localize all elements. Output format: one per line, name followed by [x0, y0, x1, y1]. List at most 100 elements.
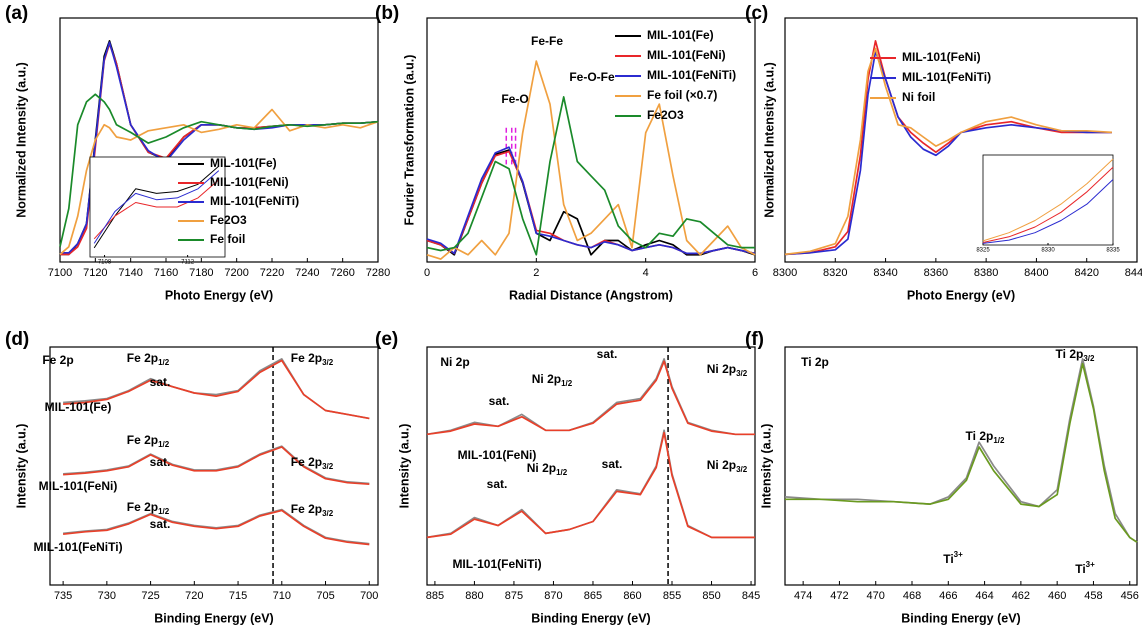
annotation-subscript: 1/2: [556, 468, 568, 477]
annotation-text: Fe 2p: [127, 433, 158, 447]
annotation-subscript: 3/2: [322, 462, 334, 471]
annotation-text: Ni 2p: [527, 461, 556, 475]
annotation-text: sat.: [602, 457, 623, 471]
annotation: MIL-101(FeNi): [39, 479, 118, 493]
x-tick-label: 7160: [154, 267, 178, 279]
annotation-text: Fe 2p: [291, 351, 322, 365]
x-axis-label: Photo Energy (eV): [165, 288, 273, 302]
legend-label: MIL-101(FeNi): [647, 48, 726, 62]
y-axis-label: Intensity (a.u.): [14, 424, 28, 509]
x-tick-label: 865: [584, 590, 602, 602]
x-axis-label: Binding Energy (eV): [531, 611, 650, 625]
x-tick-label: 715: [229, 590, 247, 602]
x-tick-label: 8380: [974, 267, 998, 279]
x-tick-label: 7200: [224, 267, 248, 279]
annotation-text: Ti 2p: [966, 429, 994, 443]
x-tick-label: 735: [54, 590, 72, 602]
y-axis-label: Normalized Intensity (a.u.): [14, 62, 28, 218]
legend-label: MIL-101(FeNi): [902, 50, 981, 64]
x-tick-label: 7220: [260, 267, 284, 279]
annotation-text: sat.: [597, 347, 618, 361]
legend-label: MIL-101(FeNiTi): [647, 68, 736, 82]
annotation-subscript: 1/2: [158, 358, 170, 367]
x-axis-label: Binding Energy (eV): [154, 611, 273, 625]
annotation-text: Fe-O: [501, 92, 528, 106]
legend-label: Fe2O3: [647, 108, 684, 122]
x-tick-label: 0: [424, 267, 430, 279]
annotation-text: MIL-101(FeNiTi): [452, 557, 541, 571]
annotation-text: sat.: [487, 477, 508, 491]
annotation: sat.: [602, 457, 623, 471]
x-tick-label: 705: [316, 590, 334, 602]
y-axis-label: Intensity (a.u.): [759, 424, 773, 509]
annotation-subscript: 1/2: [158, 507, 170, 516]
annotation-text: Ni 2p: [440, 355, 469, 369]
x-tick-label: 466: [939, 590, 957, 602]
annotation-subscript: 1/2: [561, 379, 573, 388]
x-tick-label: 700: [360, 590, 378, 602]
panel-label: (f): [745, 329, 764, 350]
x-tick-label: 4: [643, 267, 649, 279]
legend-label: MIL-101(FeNi): [210, 175, 289, 189]
annotation: MIL-101(Fe): [45, 400, 112, 414]
annotation-text: Ni 2p: [707, 362, 736, 376]
x-tick-label: 464: [975, 590, 993, 602]
x-tick-label: 8420: [1074, 267, 1098, 279]
x-axis-label: Photo Energy (eV): [907, 288, 1015, 302]
x-tick-label: 7180: [189, 267, 213, 279]
annotation-text: Fe 2p: [42, 353, 73, 367]
x-tick-label: 7120: [83, 267, 107, 279]
legend-label: Ni foil: [902, 90, 935, 104]
x-tick-label: 8330: [1041, 248, 1055, 254]
annotation-subscript: 1/2: [993, 436, 1005, 445]
x-tick-label: 720: [185, 590, 203, 602]
legend-label: Fe2O3: [210, 213, 247, 227]
x-tick-label: 8360: [924, 267, 948, 279]
x-tick-label: 870: [544, 590, 562, 602]
x-tick-label: 7260: [330, 267, 354, 279]
x-tick-label: 468: [903, 590, 921, 602]
x-tick-label: 7140: [118, 267, 142, 279]
annotation: MIL-101(FeNi): [458, 448, 537, 462]
annotation: Fe-O-Fe: [569, 70, 615, 84]
annotation: sat.: [597, 347, 618, 361]
x-tick-label: 875: [505, 590, 523, 602]
annotation: Fe 2p: [42, 353, 73, 367]
figure: 7100712071407160718072007220724072607280…: [0, 0, 1142, 627]
x-tick-label: 474: [794, 590, 812, 602]
annotation-text: Fe 2p: [291, 455, 322, 469]
y-axis-label: Intensity (a.u.): [397, 424, 411, 509]
annotation-text: sat.: [150, 455, 171, 469]
x-tick-label: 472: [830, 590, 848, 602]
legend-label: MIL-101(FeNiTi): [210, 194, 299, 208]
panel-label: (d): [5, 329, 29, 350]
panel-label: (c): [745, 3, 768, 24]
annotation: sat.: [489, 394, 510, 408]
x-tick-label: 855: [663, 590, 681, 602]
x-tick-label: 7112: [181, 260, 195, 266]
x-tick-label: 710: [273, 590, 291, 602]
x-tick-label: 470: [867, 590, 885, 602]
annotation: sat.: [150, 455, 171, 469]
x-tick-label: 7240: [295, 267, 319, 279]
annotation-subscript: 3/2: [736, 465, 748, 474]
annotation: sat.: [150, 517, 171, 531]
panel-label: (b): [375, 3, 399, 24]
annotation: Ni 2p: [440, 355, 469, 369]
x-tick-label: 850: [702, 590, 720, 602]
annotation-text: Fe-Fe: [531, 34, 563, 48]
x-tick-label: 880: [465, 590, 483, 602]
legend-label: MIL-101(Fe): [647, 28, 714, 42]
panel-label: (a): [5, 3, 28, 24]
annotation-text: Ti 2p: [1056, 347, 1084, 361]
annotation-superscript: 3+: [1086, 560, 1095, 569]
inset-frame: [983, 155, 1113, 245]
x-axis-label: Binding Energy (eV): [901, 611, 1020, 625]
x-tick-label: 885: [426, 590, 444, 602]
x-tick-label: 7280: [366, 267, 390, 279]
legend-label: Fe foil: [210, 232, 245, 246]
x-tick-label: 2: [533, 267, 539, 279]
x-tick-label: 8325: [976, 248, 990, 254]
annotation-text: Ti 2p: [801, 355, 829, 369]
x-tick-label: 730: [98, 590, 116, 602]
